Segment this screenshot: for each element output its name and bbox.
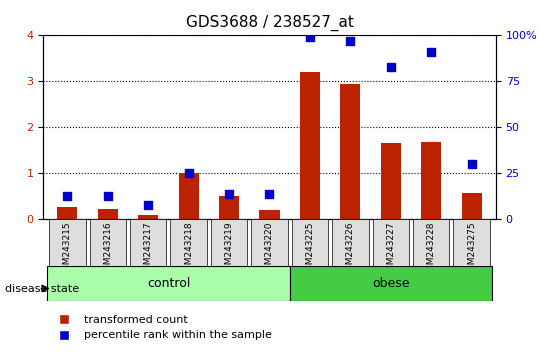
Text: GSM243218: GSM243218	[184, 222, 193, 276]
FancyBboxPatch shape	[130, 219, 167, 266]
Bar	[98, 209, 118, 219]
Text: GSM243225: GSM243225	[306, 222, 314, 276]
Bar	[178, 173, 199, 219]
FancyBboxPatch shape	[290, 266, 492, 301]
Point	[386, 64, 395, 69]
Text: GSM243275: GSM243275	[467, 222, 476, 276]
Text: control: control	[147, 277, 190, 290]
FancyBboxPatch shape	[89, 219, 126, 266]
FancyBboxPatch shape	[47, 266, 290, 301]
Text: GSM243226: GSM243226	[346, 222, 355, 276]
FancyBboxPatch shape	[49, 219, 86, 266]
Bar	[300, 72, 320, 219]
Text: GSM243216: GSM243216	[103, 222, 112, 276]
Point	[306, 34, 314, 40]
Title: GDS3688 / 238527_at: GDS3688 / 238527_at	[185, 15, 354, 31]
Point	[467, 161, 476, 167]
FancyBboxPatch shape	[211, 219, 247, 266]
FancyBboxPatch shape	[332, 219, 369, 266]
FancyBboxPatch shape	[453, 219, 490, 266]
Point	[427, 49, 436, 55]
Bar	[381, 143, 401, 219]
Point	[265, 191, 274, 196]
Legend: transformed count, percentile rank within the sample: transformed count, percentile rank withi…	[49, 310, 277, 345]
Text: GSM243220: GSM243220	[265, 222, 274, 276]
Bar	[138, 215, 158, 219]
Point	[225, 191, 233, 196]
Point	[144, 202, 153, 207]
Text: obese: obese	[372, 277, 410, 290]
Text: disease state: disease state	[5, 284, 80, 293]
Text: GSM243227: GSM243227	[386, 222, 395, 276]
Bar	[421, 142, 441, 219]
FancyBboxPatch shape	[413, 219, 450, 266]
Text: GSM243219: GSM243219	[225, 222, 233, 276]
Point	[103, 193, 112, 198]
FancyBboxPatch shape	[170, 219, 207, 266]
Bar	[461, 193, 482, 219]
FancyBboxPatch shape	[251, 219, 288, 266]
Point	[346, 38, 355, 44]
Point	[63, 193, 72, 198]
Point	[184, 171, 193, 176]
FancyBboxPatch shape	[372, 219, 409, 266]
Bar	[340, 84, 361, 219]
Bar	[219, 195, 239, 219]
Bar	[259, 210, 280, 219]
Text: GSM243217: GSM243217	[144, 222, 153, 276]
FancyBboxPatch shape	[292, 219, 328, 266]
Bar	[57, 207, 78, 219]
Text: GSM243215: GSM243215	[63, 222, 72, 276]
Text: GSM243228: GSM243228	[427, 222, 436, 276]
